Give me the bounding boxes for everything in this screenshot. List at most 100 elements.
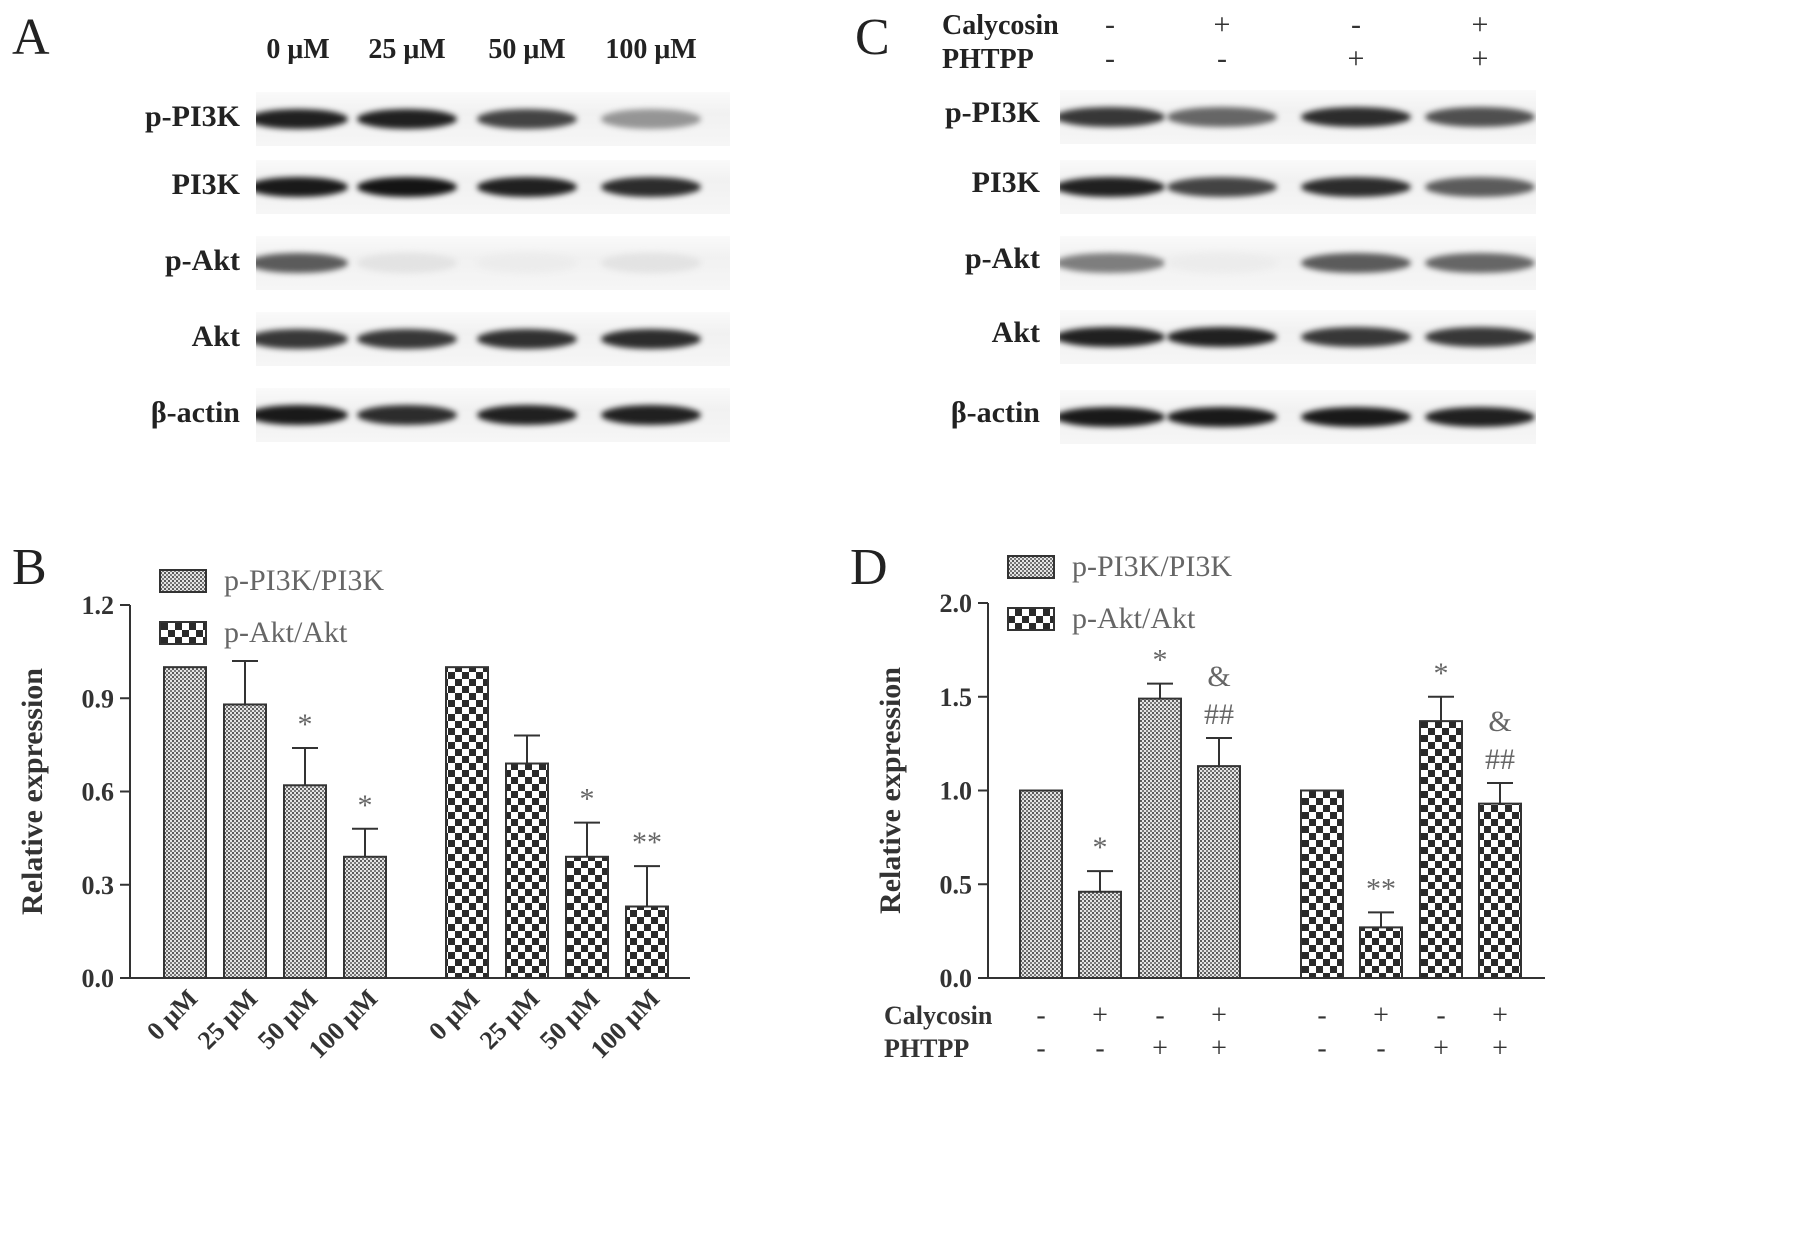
blot-c-row-label: p-Akt <box>964 242 1040 275</box>
condition-sign: + <box>1433 1033 1449 1064</box>
blot-band <box>1301 107 1411 127</box>
blot-band <box>256 253 348 273</box>
significance-annotation: ## <box>1485 743 1515 776</box>
panel-letter-c: C <box>855 9 890 66</box>
significance-annotation: * <box>1434 657 1449 690</box>
legend-label: p-Akt/Akt <box>224 616 348 649</box>
blot-c-row-label: Akt <box>991 316 1040 349</box>
panel-letter-b: B <box>12 539 47 596</box>
significance-annotation: * <box>580 783 595 816</box>
condition-sign: - <box>1155 1000 1164 1031</box>
legend-label: p-PI3K/PI3K <box>224 564 384 597</box>
bar <box>343 855 387 980</box>
bar <box>1019 789 1063 979</box>
condition-sign: + <box>1152 1033 1168 1064</box>
blot-band <box>601 177 701 197</box>
y-tick-label: 0.0 <box>82 964 115 993</box>
blot-band <box>1425 253 1535 273</box>
blot-band <box>1167 327 1277 347</box>
blot-band <box>1301 407 1411 427</box>
significance-annotation: & <box>1488 705 1511 738</box>
condition-sign: - <box>1436 1000 1445 1031</box>
blot-a-column-label: 25 μM <box>368 34 446 65</box>
y-tick-label: 1.5 <box>940 683 973 712</box>
panel-letter-a: A <box>12 9 50 66</box>
blot-a-column-label: 0 μM <box>266 34 330 65</box>
bar <box>1300 789 1344 979</box>
condition-sign: - <box>1036 1033 1045 1064</box>
significance-annotation: * <box>1093 831 1108 864</box>
blot-a-column-label: 50 μM <box>488 34 566 65</box>
bar <box>565 855 609 980</box>
y-tick-label: 0.9 <box>82 684 115 713</box>
legend-swatch <box>1007 607 1055 631</box>
significance-annotation: ** <box>632 826 662 859</box>
blot-c-condition-label: PHTPP <box>942 44 1034 75</box>
blot-a-strip <box>256 312 730 366</box>
blot-band <box>1060 253 1165 273</box>
panel-letter-d: D <box>850 539 888 596</box>
blot-band <box>1167 407 1277 427</box>
blot-c-condition-sign: + <box>1471 8 1489 41</box>
bar <box>445 666 489 980</box>
bar <box>505 762 549 980</box>
blot-c-condition-sign: - <box>1217 42 1227 75</box>
blot-band <box>256 109 348 129</box>
blot-a-strip <box>256 236 730 290</box>
blot-c-condition-sign: + <box>1347 42 1365 75</box>
blot-band <box>357 109 457 129</box>
blot-band <box>1301 327 1411 347</box>
blot-band <box>1425 327 1535 347</box>
legend-swatch <box>159 569 207 593</box>
blot-band <box>477 177 577 197</box>
blot-a-row-label: Akt <box>191 320 240 353</box>
blot-band <box>601 109 701 129</box>
blot-c-condition-sign: - <box>1351 8 1361 41</box>
blot-c-condition-sign: + <box>1213 8 1231 41</box>
significance-annotation: ## <box>1204 698 1234 731</box>
blot-band <box>1167 107 1277 127</box>
legend-swatch <box>159 621 207 645</box>
blot-band <box>1167 253 1277 273</box>
blot-band <box>357 177 457 197</box>
blot-a-row-label: PI3K <box>171 168 240 201</box>
y-tick-label: 0.0 <box>940 964 973 993</box>
condition-sign: + <box>1492 1000 1508 1031</box>
significance-annotation: * <box>1153 644 1168 677</box>
significance-annotation: * <box>298 708 313 741</box>
bar <box>1359 926 1403 979</box>
condition-sign: - <box>1376 1033 1385 1064</box>
condition-sign: + <box>1373 1000 1389 1031</box>
y-tick-label: 0.3 <box>82 871 115 900</box>
blot-band <box>256 405 348 425</box>
blot-band <box>601 253 701 273</box>
y-tick-label: 0.5 <box>940 870 973 899</box>
blot-band <box>1060 177 1165 197</box>
blot-c-strip <box>1060 236 1536 290</box>
legend-label: p-Akt/Akt <box>1072 602 1196 635</box>
y-axis-label: Relative expression <box>16 668 49 915</box>
blot-band <box>256 329 348 349</box>
blot-band <box>1425 177 1535 197</box>
condition-sign: + <box>1211 1000 1227 1031</box>
blot-band <box>1060 407 1165 427</box>
bar <box>283 784 327 979</box>
blot-c-strip <box>1060 390 1536 444</box>
blot-c-row-label: PI3K <box>971 166 1040 199</box>
bar <box>223 703 267 979</box>
condition-sign: - <box>1317 1000 1326 1031</box>
y-tick-label: 1.2 <box>82 591 115 620</box>
bar <box>1197 765 1241 979</box>
blot-band <box>1301 253 1411 273</box>
blot-a-row-label: β-actin <box>150 396 240 429</box>
blot-band <box>357 253 457 273</box>
blot-c-strip <box>1060 90 1536 144</box>
condition-sign: - <box>1036 1000 1045 1031</box>
blot-band <box>601 405 701 425</box>
blot-band <box>357 329 457 349</box>
blot-band <box>1301 177 1411 197</box>
significance-annotation: & <box>1207 660 1230 693</box>
blot-band <box>601 329 701 349</box>
blot-c-condition-sign: - <box>1105 8 1115 41</box>
